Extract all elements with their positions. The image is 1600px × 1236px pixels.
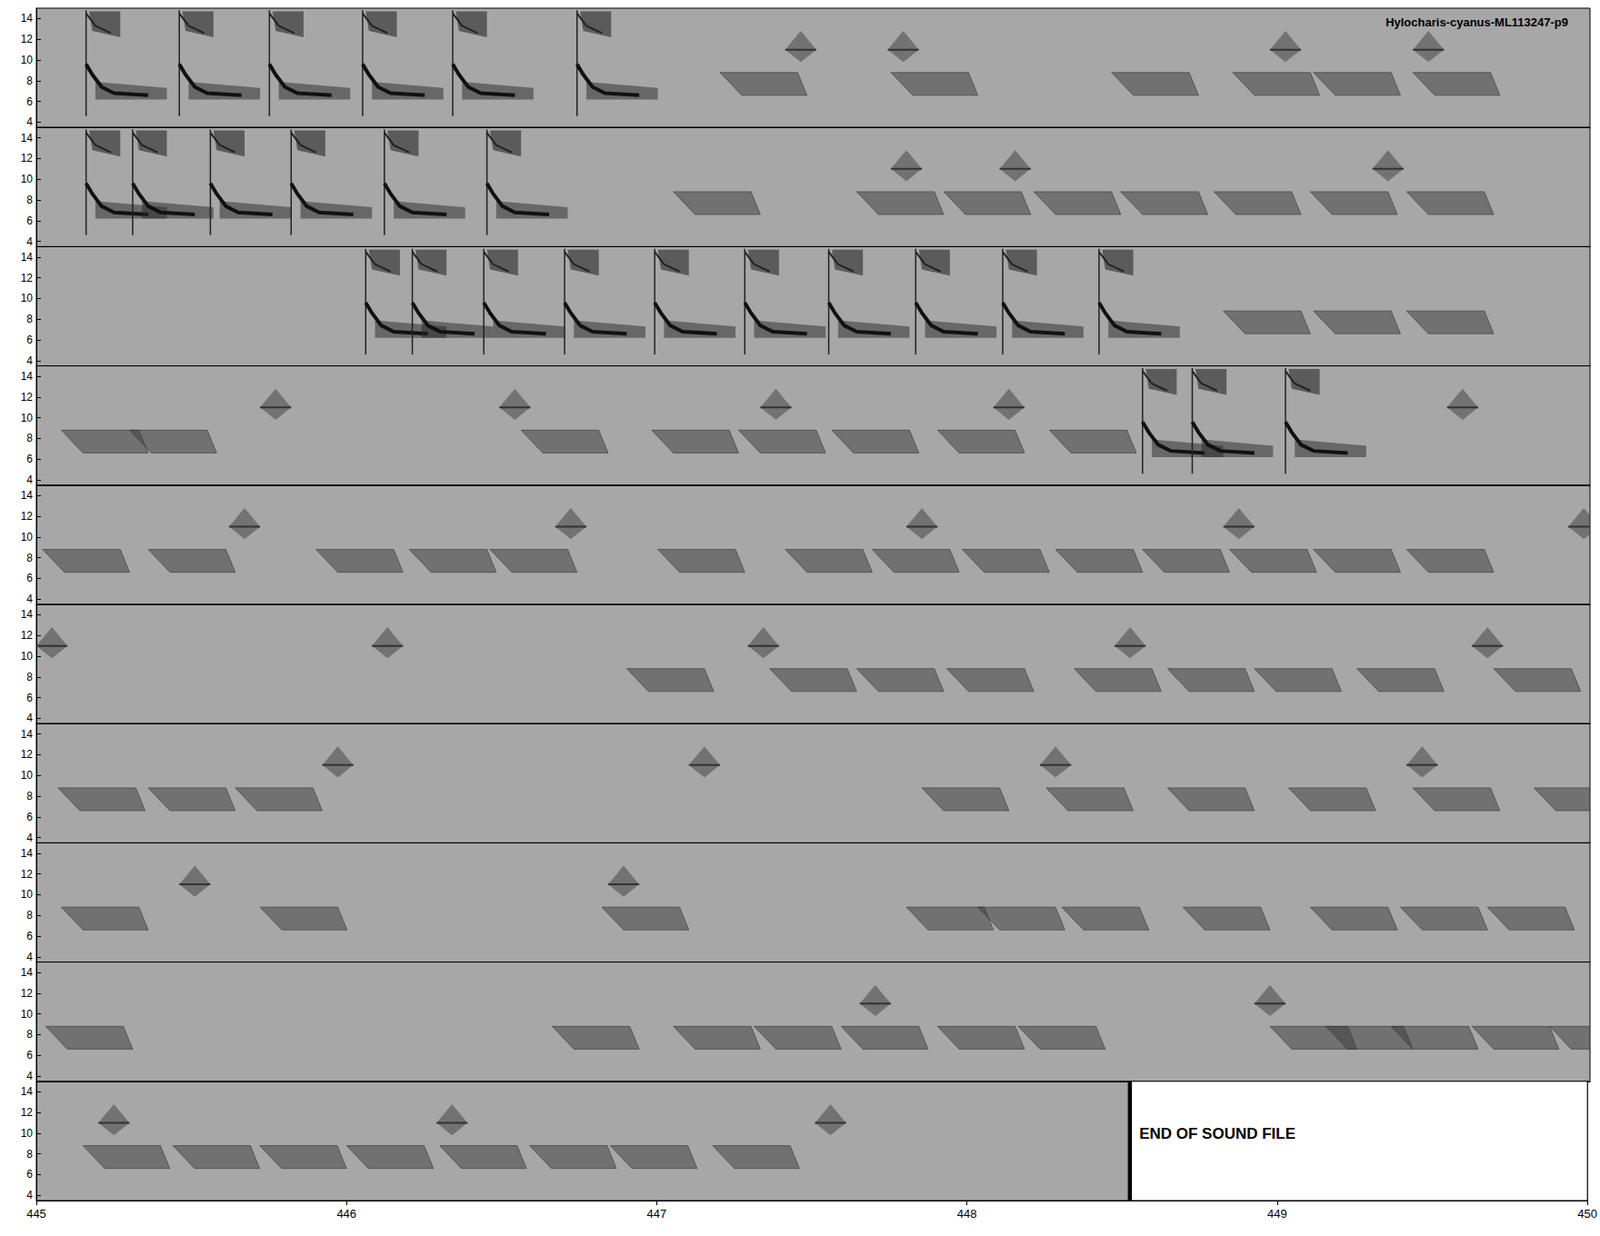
- svg-text:8: 8: [26, 670, 33, 684]
- svg-text:6: 6: [26, 1049, 33, 1062]
- svg-text:10: 10: [20, 53, 34, 67]
- svg-text:6: 6: [26, 214, 33, 228]
- svg-text:8: 8: [26, 551, 33, 565]
- svg-text:6: 6: [26, 691, 33, 705]
- svg-text:12: 12: [20, 987, 34, 1000]
- svg-text:10: 10: [20, 530, 34, 544]
- svg-text:14: 14: [20, 250, 34, 264]
- svg-text:4: 4: [26, 354, 33, 368]
- svg-text:4: 4: [26, 950, 33, 964]
- svg-text:14: 14: [20, 728, 34, 741]
- svg-text:12: 12: [20, 629, 34, 642]
- svg-text:6: 6: [26, 571, 33, 585]
- svg-text:12: 12: [20, 748, 34, 761]
- svg-text:14: 14: [20, 131, 34, 145]
- svg-text:6: 6: [26, 930, 33, 943]
- svg-text:12: 12: [20, 32, 34, 46]
- svg-text:4: 4: [26, 473, 33, 487]
- svg-text:14: 14: [20, 489, 34, 502]
- svg-text:10: 10: [20, 650, 34, 663]
- svg-text:14: 14: [20, 11, 34, 25]
- svg-text:END OF SOUND FILE: END OF SOUND FILE: [1139, 1125, 1296, 1143]
- svg-text:4: 4: [26, 592, 33, 606]
- svg-text:Hylocharis-cyanus-ML113247-p9: Hylocharis-cyanus-ML113247-p9: [1385, 15, 1569, 30]
- svg-text:449: 449: [1267, 1207, 1288, 1221]
- svg-text:10: 10: [20, 888, 34, 901]
- svg-text:446: 446: [336, 1207, 357, 1221]
- svg-text:8: 8: [26, 790, 33, 803]
- svg-text:10: 10: [20, 769, 34, 782]
- svg-text:4: 4: [26, 1189, 33, 1202]
- svg-text:450: 450: [1577, 1207, 1598, 1221]
- svg-text:6: 6: [26, 333, 33, 347]
- svg-text:10: 10: [20, 291, 34, 305]
- svg-text:445: 445: [26, 1207, 47, 1221]
- svg-text:12: 12: [20, 1106, 34, 1120]
- svg-text:12: 12: [20, 271, 34, 285]
- svg-text:4: 4: [26, 115, 33, 129]
- svg-text:14: 14: [20, 370, 34, 383]
- svg-text:10: 10: [20, 1127, 34, 1140]
- svg-text:8: 8: [26, 1148, 33, 1161]
- svg-text:447: 447: [647, 1207, 668, 1221]
- svg-text:14: 14: [20, 608, 34, 621]
- svg-text:448: 448: [957, 1207, 978, 1221]
- svg-text:8: 8: [26, 1028, 33, 1041]
- svg-text:12: 12: [20, 510, 34, 523]
- svg-text:8: 8: [26, 909, 33, 922]
- svg-text:6: 6: [26, 452, 33, 466]
- svg-text:4: 4: [26, 1070, 33, 1083]
- svg-text:6: 6: [26, 810, 33, 824]
- svg-text:14: 14: [20, 1085, 34, 1099]
- svg-text:10: 10: [20, 172, 34, 186]
- svg-text:4: 4: [26, 235, 33, 249]
- svg-text:4: 4: [26, 711, 33, 725]
- svg-text:12: 12: [20, 868, 34, 881]
- svg-text:4: 4: [26, 831, 33, 845]
- svg-text:8: 8: [26, 431, 33, 445]
- svg-text:10: 10: [20, 1008, 34, 1021]
- svg-text:6: 6: [26, 95, 33, 109]
- svg-text:8: 8: [26, 74, 33, 88]
- svg-text:6: 6: [26, 1168, 33, 1181]
- svg-text:8: 8: [26, 193, 33, 207]
- svg-text:14: 14: [20, 847, 34, 860]
- svg-text:10: 10: [20, 411, 34, 425]
- svg-text:12: 12: [20, 151, 34, 165]
- svg-text:8: 8: [26, 312, 33, 326]
- svg-text:12: 12: [20, 390, 34, 404]
- svg-text:14: 14: [20, 966, 34, 980]
